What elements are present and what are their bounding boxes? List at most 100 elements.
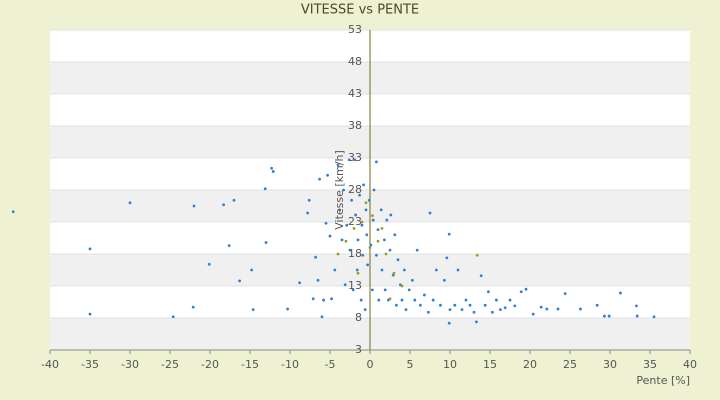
data-point xyxy=(468,303,472,307)
data-point xyxy=(595,303,599,307)
x-tick-label: 5 xyxy=(407,358,414,371)
y-tick-label: 33 xyxy=(348,151,362,164)
data-point xyxy=(298,281,301,285)
data-point xyxy=(372,188,376,192)
data-point xyxy=(392,271,396,275)
data-point xyxy=(383,288,387,292)
data-point xyxy=(439,303,442,307)
data-point xyxy=(128,201,132,205)
data-point xyxy=(338,208,341,212)
data-point xyxy=(88,312,92,316)
data-point xyxy=(503,306,507,310)
data-point xyxy=(545,307,549,311)
x-tick-label: -15 xyxy=(241,358,259,371)
data-point xyxy=(415,248,419,252)
data-point xyxy=(376,239,380,243)
x-tick-label: 40 xyxy=(683,358,697,371)
data-point xyxy=(411,278,414,282)
y-tick-label: 43 xyxy=(348,87,362,100)
data-point xyxy=(539,305,543,309)
y-tick-label: 53 xyxy=(348,23,362,36)
data-point xyxy=(222,203,226,207)
data-point xyxy=(227,244,231,248)
data-point xyxy=(343,283,347,287)
data-point xyxy=(311,297,315,301)
data-point xyxy=(360,223,364,227)
data-point xyxy=(344,239,348,243)
data-point xyxy=(318,177,321,181)
data-point xyxy=(356,238,360,242)
x-tick-label: 30 xyxy=(603,358,617,371)
data-point xyxy=(324,221,328,225)
data-point xyxy=(342,188,345,192)
data-point xyxy=(413,298,417,302)
data-point xyxy=(238,279,242,283)
data-point xyxy=(376,228,380,232)
y-tick-label: 23 xyxy=(348,215,362,228)
data-point xyxy=(362,183,365,187)
data-point xyxy=(360,220,364,224)
x-tick-label: 15 xyxy=(483,358,497,371)
data-point xyxy=(322,298,325,302)
data-point xyxy=(11,210,15,214)
data-point xyxy=(448,308,452,312)
data-point xyxy=(264,241,268,244)
data-point xyxy=(356,271,360,275)
data-point xyxy=(250,268,254,272)
data-point xyxy=(563,292,567,296)
data-point xyxy=(445,256,449,260)
data-point xyxy=(395,303,398,307)
x-tick-label: -30 xyxy=(121,358,139,371)
data-point xyxy=(271,170,275,173)
data-point xyxy=(353,158,357,162)
data-point xyxy=(400,284,404,288)
data-point xyxy=(330,297,333,301)
data-point xyxy=(508,298,512,302)
data-point xyxy=(456,268,460,272)
data-point xyxy=(191,305,195,309)
data-point xyxy=(345,223,349,227)
data-point xyxy=(389,213,393,217)
data-point xyxy=(400,298,404,302)
data-point xyxy=(336,252,340,256)
data-point xyxy=(383,238,386,242)
x-tick-label: 10 xyxy=(443,358,457,371)
data-point xyxy=(192,204,196,208)
data-point xyxy=(447,321,451,325)
data-point xyxy=(368,246,372,250)
data-point xyxy=(447,232,451,236)
x-tick-label: 35 xyxy=(643,358,657,371)
data-point xyxy=(232,198,236,202)
data-point xyxy=(607,314,611,318)
y-tick-label: 28 xyxy=(348,183,362,196)
data-point xyxy=(355,268,359,272)
x-tick-label: -10 xyxy=(281,358,299,371)
data-point xyxy=(403,268,406,272)
data-point xyxy=(385,218,389,222)
data-point xyxy=(251,308,255,312)
data-point xyxy=(171,315,175,319)
data-point xyxy=(407,288,411,292)
data-point xyxy=(263,187,267,191)
data-point xyxy=(487,290,490,294)
x-tick-label: -25 xyxy=(161,358,179,371)
data-point xyxy=(431,298,435,302)
data-point xyxy=(207,262,211,266)
data-point xyxy=(364,201,368,205)
data-point xyxy=(464,298,468,302)
x-axis-label: Pente [%] xyxy=(636,374,690,387)
data-point xyxy=(351,288,355,292)
data-point xyxy=(603,314,606,318)
data-point xyxy=(495,298,498,302)
data-point xyxy=(524,287,528,291)
y-axis-label: Vitesse [km/h] xyxy=(333,150,346,230)
data-point xyxy=(306,211,309,215)
data-point xyxy=(635,314,639,318)
data-point xyxy=(556,307,560,311)
x-tick-label: -20 xyxy=(201,358,219,371)
data-point xyxy=(364,208,368,212)
data-point xyxy=(333,268,337,272)
data-point xyxy=(286,307,289,311)
